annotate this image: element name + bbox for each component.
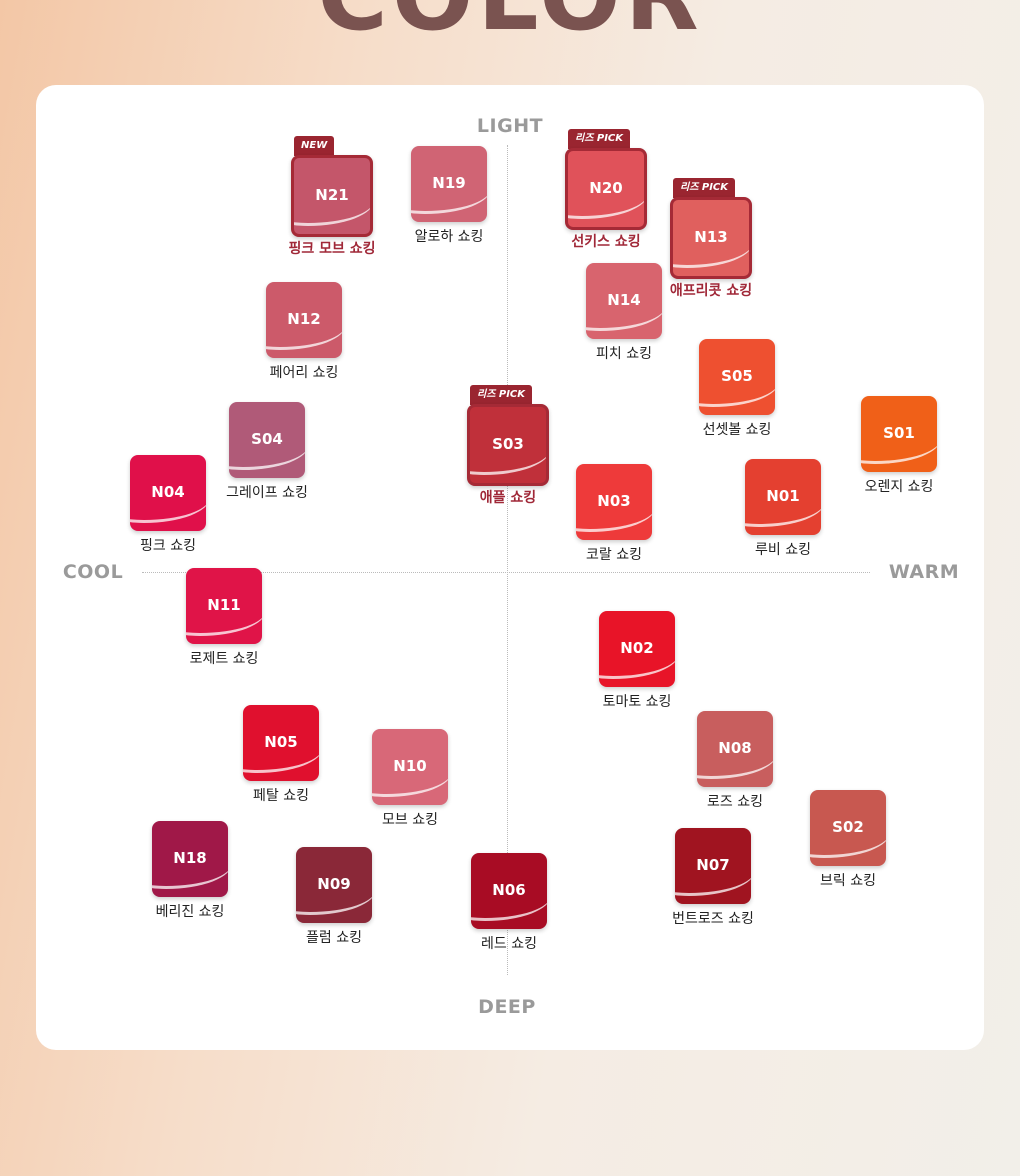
swatch-label: 토마토 쇼킹 xyxy=(602,694,672,710)
swatch-label: 애프리콧 쇼킹 xyxy=(669,283,753,299)
swatch: N08 xyxy=(697,711,773,787)
swatch-code: N06 xyxy=(492,881,526,899)
swatch-code: N13 xyxy=(694,228,728,246)
swatch: N01 xyxy=(745,459,821,535)
swatch-code: N07 xyxy=(696,856,730,874)
axis-label: WARM xyxy=(888,561,960,583)
swatch: S01 xyxy=(861,396,937,472)
swatch: N19 xyxy=(411,146,487,222)
swatch-code: N14 xyxy=(607,291,641,309)
swatch-code: N02 xyxy=(620,639,654,657)
swatch-label: 레드 쇼킹 xyxy=(481,936,537,952)
swatch: N13 xyxy=(670,197,752,279)
swatch-code: N09 xyxy=(317,875,351,893)
swatch-code: N18 xyxy=(173,849,207,867)
swatch-label: 로즈 쇼킹 xyxy=(707,794,763,810)
swatch-label: 루비 쇼킹 xyxy=(755,542,811,558)
swatch-label: 번트로즈 쇼킹 xyxy=(672,911,754,927)
swatch: N05 xyxy=(243,705,319,781)
axis-label: COOL xyxy=(62,561,124,583)
axis-label: LIGHT xyxy=(476,115,544,137)
swatch-label: 알로하 쇼킹 xyxy=(414,229,484,245)
swatch-label: 모브 쇼킹 xyxy=(382,812,438,828)
swatch-code: S01 xyxy=(883,424,915,442)
swatch: N02 xyxy=(599,611,675,687)
swatch-code: N04 xyxy=(151,483,185,501)
swatch-code: N12 xyxy=(287,310,321,328)
swatch: N18 xyxy=(152,821,228,897)
swatch: N04 xyxy=(130,455,206,531)
swatch: N12 xyxy=(266,282,342,358)
badge: NEW xyxy=(294,136,335,156)
swatch-code: N05 xyxy=(264,733,298,751)
swatch: N07 xyxy=(675,828,751,904)
swatch-label: 선셋볼 쇼킹 xyxy=(702,422,772,438)
swatch-code: S04 xyxy=(251,430,283,448)
swatch-label: 애플 쇼킹 xyxy=(479,490,537,506)
swatch: S04 xyxy=(229,402,305,478)
swatch-label: 코랄 쇼킹 xyxy=(586,547,642,563)
swatch: N11 xyxy=(186,568,262,644)
swatch-code: N20 xyxy=(589,179,623,197)
swatch-code: N21 xyxy=(315,186,349,204)
swatch-label: 페탈 쇼킹 xyxy=(253,788,309,804)
swatch-label: 선키스 쇼킹 xyxy=(571,234,641,250)
page-title: COLOR xyxy=(0,0,1020,44)
swatch: S03 xyxy=(467,404,549,486)
swatch-label: 핑크 쇼킹 xyxy=(140,538,196,554)
swatch-code: N10 xyxy=(393,757,427,775)
swatch-code: N08 xyxy=(718,739,752,757)
swatch-label: 플럼 쇼킹 xyxy=(306,930,362,946)
swatch-code: N01 xyxy=(766,487,800,505)
axis-line xyxy=(507,145,508,975)
swatch-label: 베리진 쇼킹 xyxy=(155,904,225,920)
swatch: S02 xyxy=(810,790,886,866)
swatch-label: 그레이프 쇼킹 xyxy=(226,485,308,501)
swatch: N03 xyxy=(576,464,652,540)
swatch-label: 오렌지 쇼킹 xyxy=(864,479,934,495)
badge: 리즈 PICK xyxy=(568,129,631,149)
swatch: N06 xyxy=(471,853,547,929)
swatch: N20 xyxy=(565,148,647,230)
swatch-code: N03 xyxy=(597,492,631,510)
swatch: N09 xyxy=(296,847,372,923)
swatch-label: 핑크 모브 쇼킹 xyxy=(288,241,376,257)
swatch-label: 로제트 쇼킹 xyxy=(189,651,259,667)
swatch: N10 xyxy=(372,729,448,805)
swatch-label: 페어리 쇼킹 xyxy=(269,365,339,381)
swatch: N14 xyxy=(586,263,662,339)
swatch: N21 xyxy=(291,155,373,237)
swatch-label: 피치 쇼킹 xyxy=(596,346,652,362)
axis-label: DEEP xyxy=(478,996,536,1018)
swatch-code: N19 xyxy=(432,174,466,192)
swatch: S05 xyxy=(699,339,775,415)
swatch-code: S02 xyxy=(832,818,864,836)
swatch-code: S05 xyxy=(721,367,753,385)
badge: 리즈 PICK xyxy=(673,178,736,198)
badge: 리즈 PICK xyxy=(470,385,533,405)
swatch-code: S03 xyxy=(492,435,524,453)
axis-line xyxy=(142,572,870,573)
swatch-code: N11 xyxy=(207,596,241,614)
swatch-label: 브릭 쇼킹 xyxy=(820,873,876,889)
